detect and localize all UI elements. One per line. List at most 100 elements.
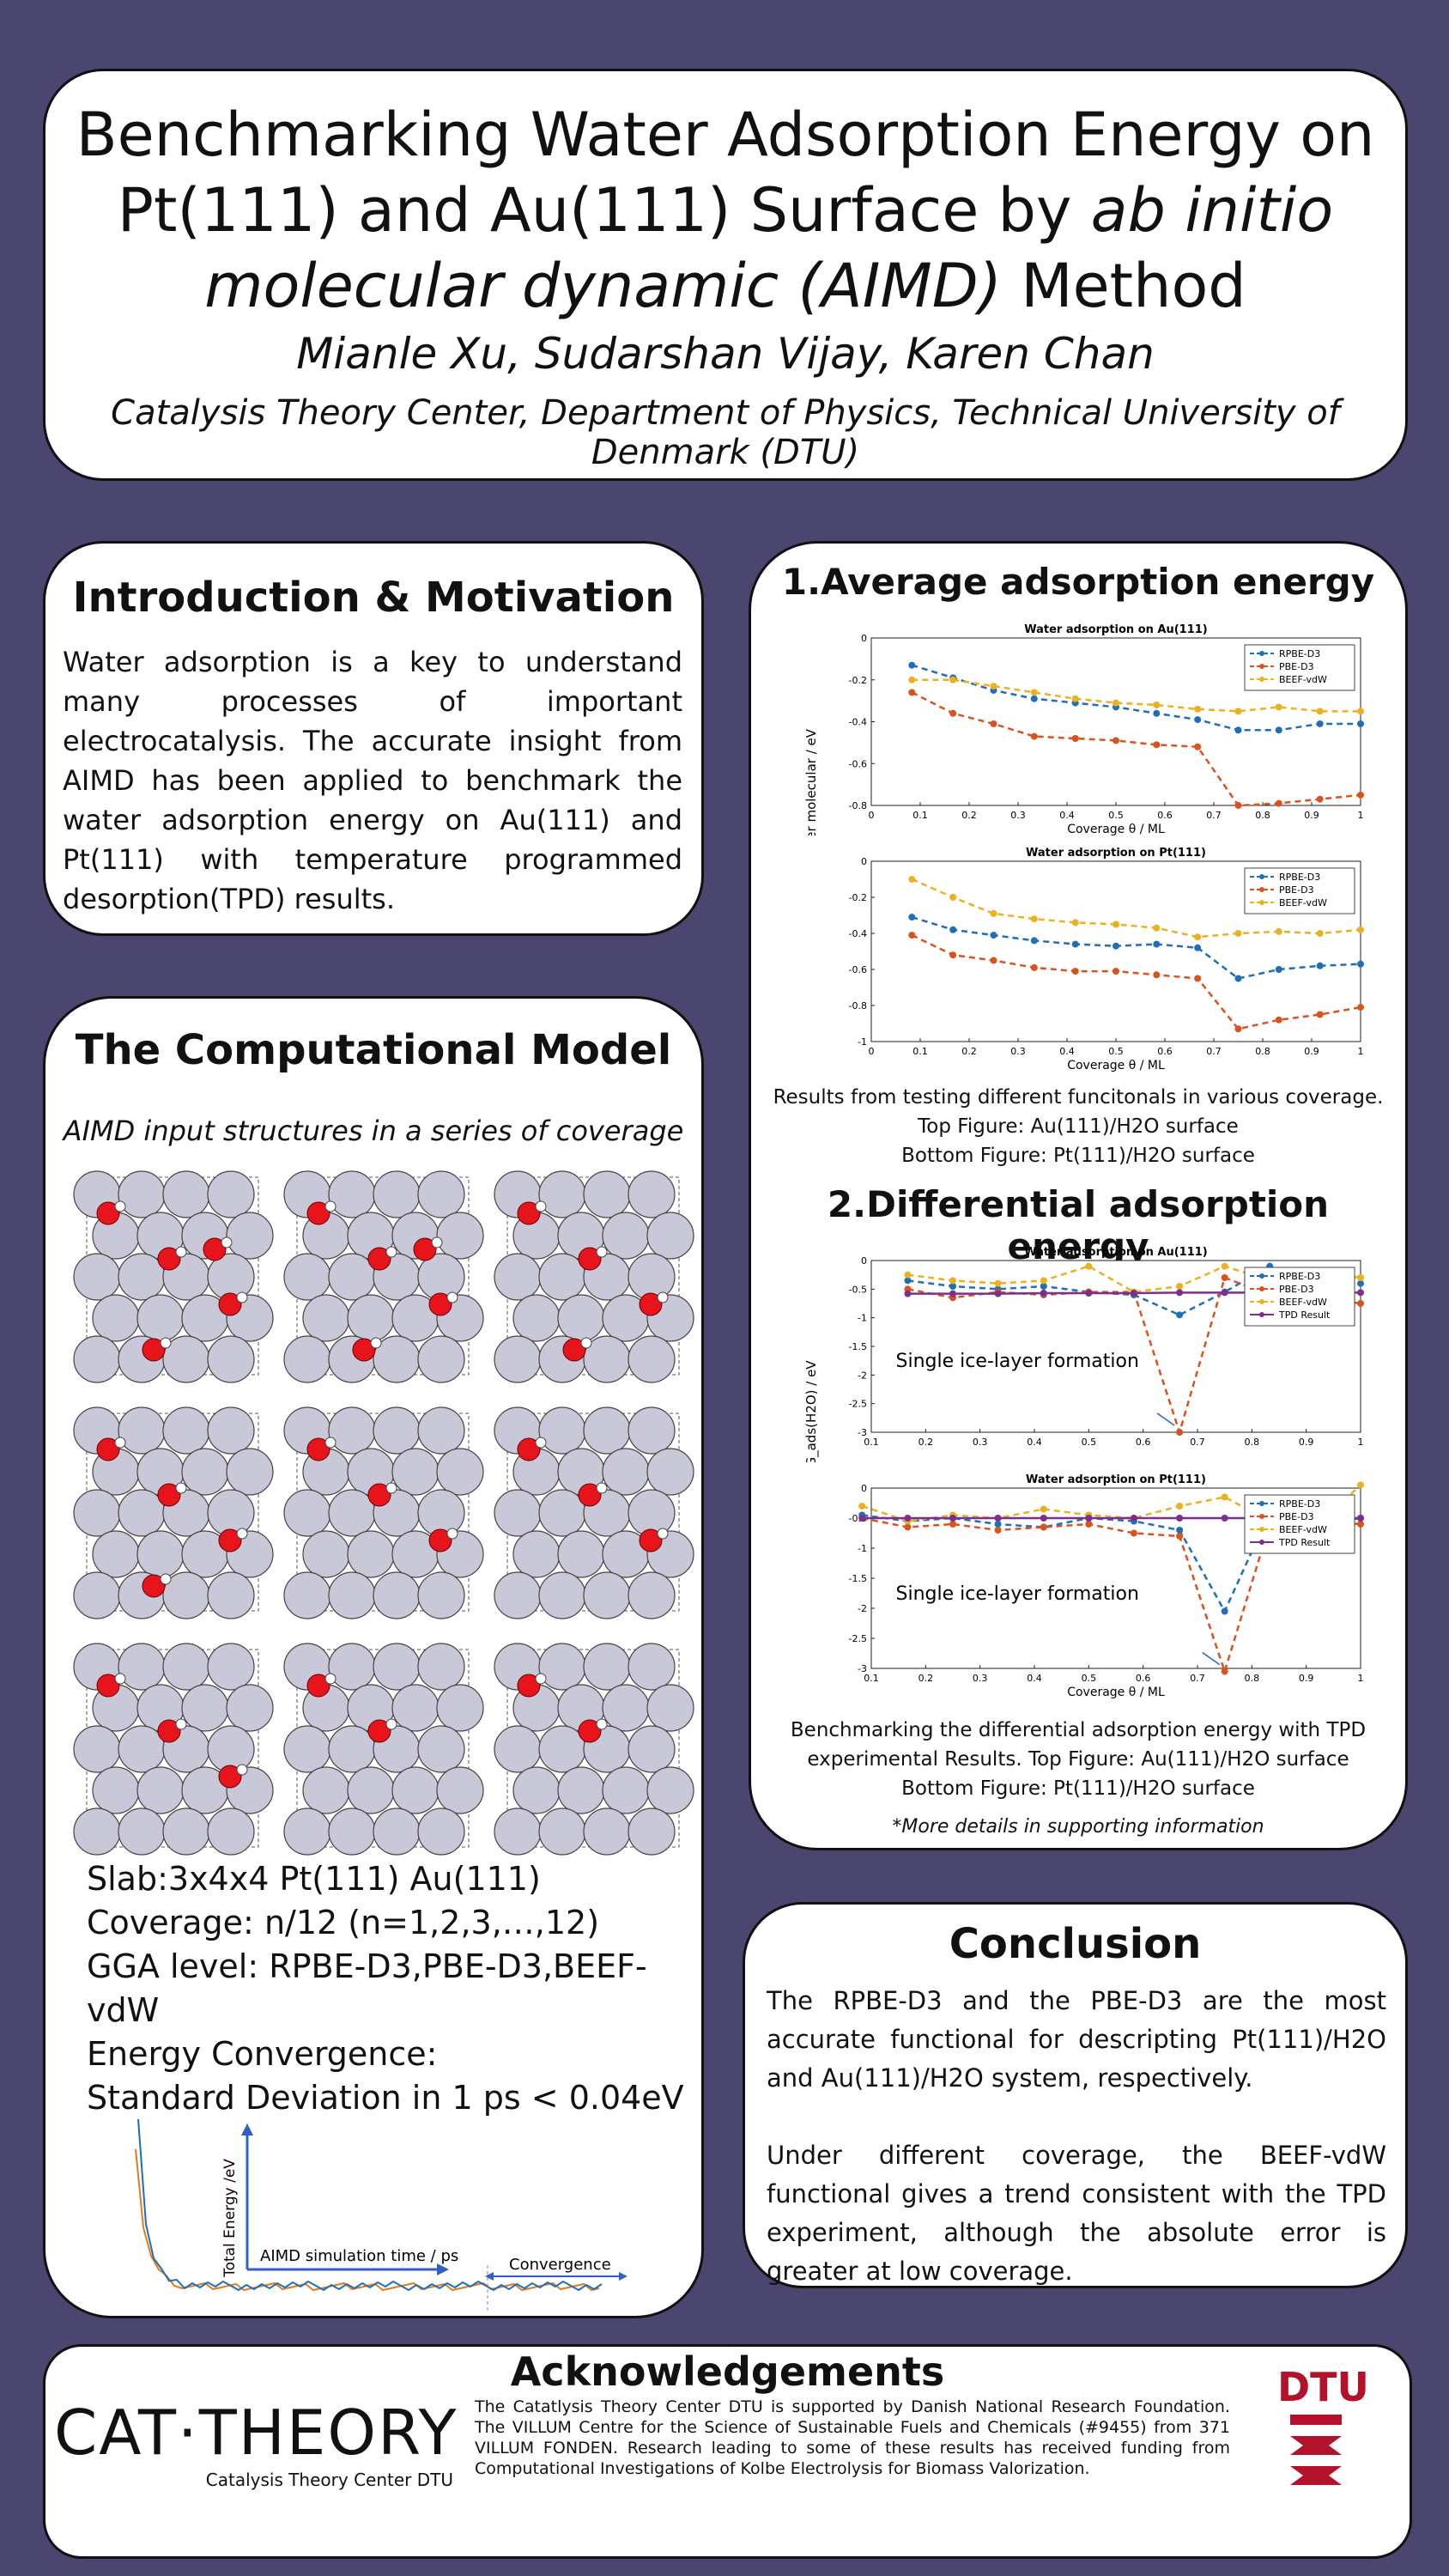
data-point bbox=[990, 683, 997, 690]
structure-tile bbox=[73, 1643, 274, 1856]
chart-title: Water adsorption on Au(111) bbox=[1024, 1246, 1208, 1259]
model-line: GGA level: RPBE-D3,PBE-D3,BEEF-vdW bbox=[87, 1947, 647, 2029]
x-tick-label: 0.2 bbox=[919, 1673, 934, 1684]
legend-label: PBE-D3 bbox=[1279, 661, 1314, 672]
x-tick-label: 0 bbox=[869, 1046, 875, 1057]
data-point bbox=[994, 1521, 1002, 1528]
oxygen-atom bbox=[413, 1237, 437, 1261]
legend-label: RPBE-D3 bbox=[1279, 648, 1320, 659]
data-point bbox=[1113, 737, 1119, 744]
results-panel: 1.Average adsorption energy Water adsorp… bbox=[749, 541, 1408, 1850]
data-point bbox=[1357, 1300, 1364, 1307]
oxygen-atom bbox=[578, 1483, 602, 1507]
x-tick-label: 0.4 bbox=[1059, 1046, 1075, 1057]
poster-title: Benchmarking Water Adsorption Energy on … bbox=[76, 100, 1375, 321]
x-tick-label: 1 bbox=[1358, 1437, 1364, 1448]
x-tick-label: 0.7 bbox=[1190, 1437, 1205, 1448]
hydrogen-atom bbox=[324, 1200, 336, 1212]
hydrogen-atom bbox=[160, 1573, 172, 1585]
structure-tile bbox=[283, 1643, 484, 1856]
hydrogen-atom bbox=[324, 1437, 336, 1449]
supporting-note: *More details in supporting information bbox=[892, 1816, 1264, 1838]
cat-theory-logo: CAT·THEORY Catalysis Theory Center DTU bbox=[54, 2394, 458, 2514]
legend-marker bbox=[1259, 1540, 1264, 1545]
legend-label: RPBE-D3 bbox=[1279, 1271, 1320, 1282]
data-point bbox=[1040, 1290, 1047, 1297]
x-tick-label: 0.7 bbox=[1190, 1673, 1205, 1684]
data-point bbox=[1316, 930, 1324, 937]
data-point bbox=[1316, 795, 1324, 803]
arrow-head-icon bbox=[437, 2263, 449, 2275]
y-tick-label: -1.5 bbox=[849, 1341, 867, 1352]
legend-label: PBE-D3 bbox=[1279, 884, 1314, 896]
chart-diff-pt: Water adsorption on Pt(111) 0.1 0.2 0.3 0.4 0… bbox=[849, 1473, 1364, 1699]
data-point bbox=[1071, 968, 1079, 975]
caption-line: Bottom Figure: Pt(111)/H2O surface bbox=[901, 1145, 1255, 1167]
hydrogen-atom bbox=[535, 1673, 547, 1685]
data-point bbox=[1030, 915, 1038, 923]
data-point bbox=[858, 1515, 866, 1522]
y-tick-label: -2.5 bbox=[849, 1633, 867, 1644]
conclusion-p2: Under different coverage, the BEEF-vdW f… bbox=[767, 2141, 1386, 2286]
hydrogen-atom bbox=[370, 1337, 382, 1349]
data-point bbox=[1221, 1262, 1228, 1270]
y-tick-label: -0.6 bbox=[849, 758, 867, 769]
data-point bbox=[904, 1523, 912, 1531]
data-point bbox=[1176, 1533, 1184, 1540]
data-point bbox=[1071, 940, 1079, 948]
oxygen-atom bbox=[203, 1237, 227, 1261]
data-point bbox=[1275, 927, 1282, 935]
oxygen-atom bbox=[639, 1292, 663, 1316]
hydrogen-atom bbox=[385, 1482, 397, 1494]
oxygen-atom bbox=[639, 1528, 663, 1552]
convergence-plot: Total Energy /eV AIMD simulation time / … bbox=[135, 2118, 627, 2312]
data-point bbox=[1040, 1523, 1047, 1531]
y-tick-label: -0.2 bbox=[849, 675, 867, 686]
oxygen-atom bbox=[306, 1437, 330, 1461]
hydrogen-atom bbox=[535, 1437, 547, 1449]
data-point bbox=[1176, 1515, 1184, 1522]
data-point bbox=[904, 1515, 912, 1522]
data-point bbox=[949, 1521, 956, 1528]
x-tick-label: 0.1 bbox=[912, 1046, 928, 1057]
intro-heading: Introduction & Motivation bbox=[72, 574, 675, 622]
data-point bbox=[858, 1503, 866, 1510]
x-tick-label: 0.6 bbox=[1136, 1437, 1151, 1448]
data-point bbox=[1040, 1277, 1047, 1285]
hydrogen-atom bbox=[175, 1718, 187, 1730]
y-tick-label: -2.5 bbox=[849, 1399, 867, 1410]
annotation-text: Single ice-layer formation bbox=[896, 1351, 1139, 1372]
data-point bbox=[1085, 1262, 1093, 1270]
y-tick-label: -2 bbox=[858, 1370, 867, 1381]
legend-marker bbox=[1259, 651, 1264, 656]
data-point bbox=[1030, 689, 1038, 696]
legend-marker bbox=[1259, 900, 1264, 905]
legend-marker bbox=[1259, 677, 1264, 682]
data-point bbox=[949, 926, 957, 933]
conclusion-panel: Conclusion The RPBE-D3 and the PBE-D3 ar… bbox=[743, 1902, 1408, 2288]
legend-marker bbox=[1259, 1273, 1264, 1279]
authors: Mianle Xu, Sudarshan Vijay, Karen Chan bbox=[296, 329, 1155, 379]
data-point bbox=[1275, 703, 1282, 711]
data-point bbox=[1030, 732, 1038, 740]
hydrogen-atom bbox=[580, 1337, 592, 1349]
x-tick-label: 0.3 bbox=[1010, 1046, 1026, 1057]
data-point bbox=[908, 689, 916, 696]
data-point bbox=[908, 876, 916, 883]
hydrogen-atom bbox=[596, 1246, 608, 1258]
model-heading: The Computational Model bbox=[75, 1026, 672, 1074]
arrow-head-icon bbox=[241, 2123, 253, 2136]
structure-tile bbox=[73, 1170, 274, 1383]
series-line bbox=[911, 915, 1361, 980]
data-point bbox=[949, 1283, 956, 1290]
model-subheading: AIMD input structures in a series of cov… bbox=[63, 1115, 684, 1147]
y-axis-label: Differential Δ G_ads(H2O) / eV bbox=[803, 1360, 820, 1462]
legend-label: RPBE-D3 bbox=[1279, 1498, 1320, 1510]
data-point bbox=[1176, 1311, 1184, 1319]
data-point bbox=[1176, 1527, 1184, 1534]
oxygen-atom bbox=[517, 1674, 541, 1698]
x-tick-label: 0.3 bbox=[973, 1437, 988, 1448]
data-point bbox=[990, 909, 997, 917]
y-tick-label: -0.4 bbox=[849, 717, 867, 728]
legend-label: BEEF-vdW bbox=[1279, 1297, 1327, 1308]
